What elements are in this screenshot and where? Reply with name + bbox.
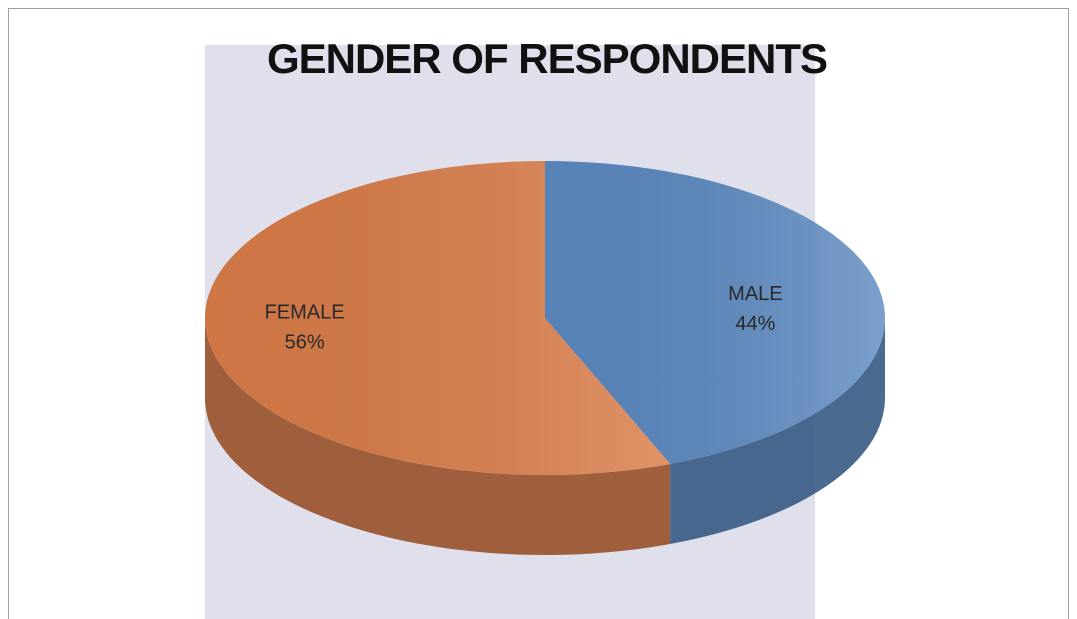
data-label-value: 56% [285,331,325,353]
pie-slice-side [205,318,671,556]
pie-slice-shade [545,161,886,464]
data-label-value: 44% [735,313,775,335]
pie: MALE 44% FEMALE 56% [205,161,886,556]
data-label-name: FEMALE [265,301,345,323]
data-label-name: MALE [728,283,782,305]
pie-slice-side [670,318,885,544]
chart-title: GENDER OF RESPONDENTS [267,35,827,82]
pie-slice-shade [205,161,671,475]
